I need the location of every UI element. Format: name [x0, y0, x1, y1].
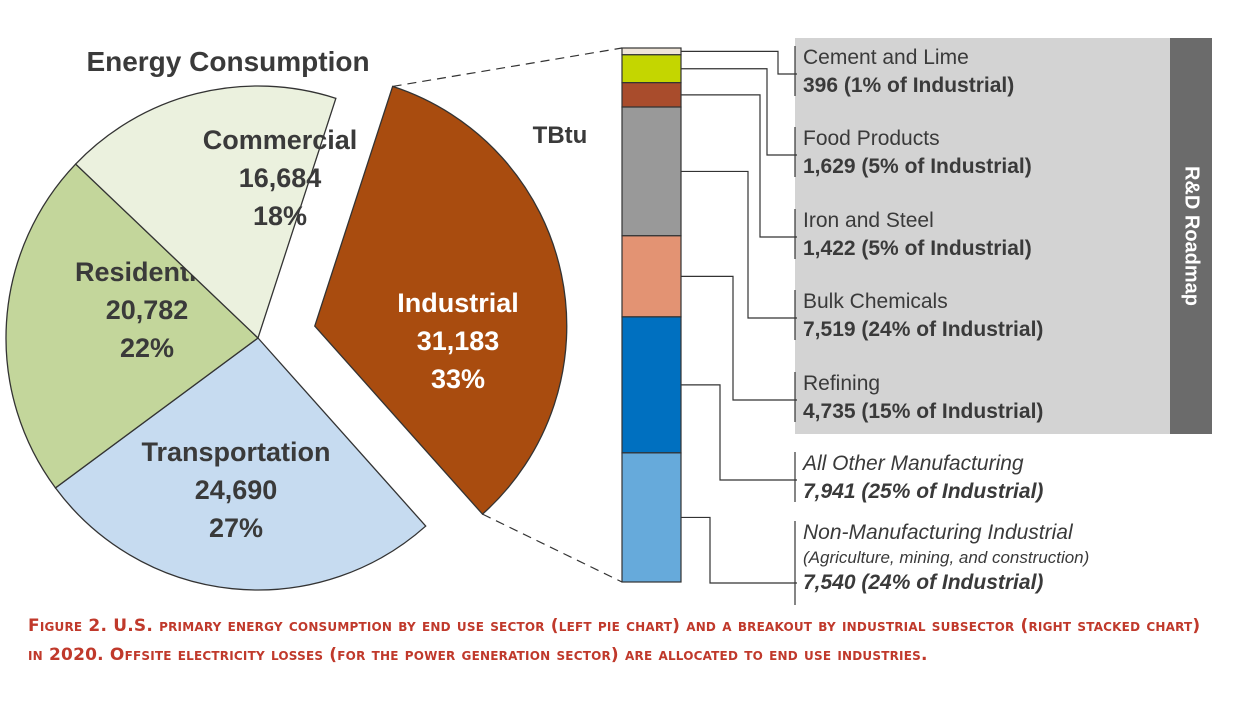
pie-label-commercial-name: Commercial	[203, 125, 358, 155]
bar-segment-non-manufacturing-industrial	[621, 452, 682, 583]
bar-segment-cement-and-lime	[621, 47, 682, 56]
bar-segment-iron-and-steel	[621, 82, 682, 108]
bar-value-food-products: 1,629 (5% of Industrial)	[803, 155, 1032, 178]
bar-label-iron-and-steel: Iron and Steel	[803, 209, 934, 232]
bar-label-all-other-manufacturing: All Other Manufacturing	[801, 452, 1024, 475]
pie-title: Energy Consumption	[86, 46, 369, 77]
roadmap-bar	[1170, 38, 1212, 434]
bar-value-all-other-manufacturing: 7,941 (25% of Industrial)	[803, 480, 1043, 503]
bar-value-non-manufacturing-industrial: 7,540 (24% of Industrial)	[803, 571, 1043, 594]
pie-label-commercial-percent: 18%	[253, 201, 307, 231]
bar-value-iron-and-steel: 1,422 (5% of Industrial)	[803, 237, 1032, 260]
bar-unit-label: TBtu	[533, 122, 588, 149]
bar-label-non-manufacturing-industrial: Non-Manufacturing Industrial	[803, 521, 1074, 544]
bar-sublabel-non-manufacturing-industrial: (Agriculture, mining, and construction)	[803, 548, 1089, 567]
pie-slice-transportation	[54, 337, 427, 591]
pie-label-residential-value: 20,782	[106, 295, 189, 325]
leader-line-refining	[681, 275, 797, 401]
pie-label-commercial-value: 16,684	[239, 163, 322, 193]
pie-slice-industrial	[314, 85, 568, 516]
bar-label-bulk-chemicals: Bulk Chemicals	[803, 290, 948, 313]
bar-label-cement-and-lime: Cement and Lime	[803, 46, 969, 69]
stacked-bar-chart: TBtu R&D Roadmap Cement and Lime 396 (1% of…	[392, 38, 1212, 605]
bar-segment-refining	[621, 235, 682, 318]
pie-slice-residential	[5, 163, 260, 489]
roadmap-label: R&D Roadmap	[1181, 166, 1203, 306]
bar-value-refining: 4,735 (15% of Industrial)	[803, 400, 1043, 423]
bar-label-food-products: Food Products	[803, 127, 940, 150]
leader-line-all-other-manufacturing	[681, 384, 797, 481]
connector-bottom	[482, 513, 623, 583]
leader-line-cement-and-lime	[681, 50, 797, 75]
energy-chart: Energy Consumption Industrial 31,183 33% Tra…	[5, 38, 1212, 605]
pie-label-industrial-name: Industrial	[397, 288, 519, 318]
pie-slice-commercial	[74, 85, 337, 340]
pie-label-transportation-percent: 27%	[209, 513, 263, 543]
leader-line-food-products	[681, 68, 797, 156]
leader-line-iron-and-steel	[681, 94, 797, 238]
bar-segment-food-products	[621, 54, 682, 84]
leader-line-bulk-chemicals	[681, 170, 797, 319]
bar-value-cement-and-lime: 396 (1% of Industrial)	[803, 74, 1014, 97]
leader-line-non-manufacturing-industrial	[681, 516, 797, 584]
bar-value-bulk-chemicals: 7,519 (24% of Industrial)	[803, 318, 1043, 341]
bar-segment-all-other-manufacturing	[621, 316, 682, 454]
pie-label-residential-percent: 22%	[120, 333, 174, 363]
bar-segment-bulk-chemicals	[621, 106, 682, 237]
pie-label-transportation-name: Transportation	[141, 437, 330, 467]
connector-top	[392, 47, 623, 88]
pie-chart: Energy Consumption Industrial 31,183 33% Tra…	[5, 46, 568, 591]
figure-caption: Figure 2. U.S. primary energy consumptio…	[28, 616, 1201, 665]
pie-label-transportation-value: 24,690	[195, 475, 278, 505]
bar-label-refining: Refining	[803, 372, 880, 395]
pie-label-industrial-value: 31,183	[417, 326, 500, 356]
roadmap-box	[795, 38, 1170, 434]
pie-label-industrial-percent: 33%	[431, 364, 485, 394]
